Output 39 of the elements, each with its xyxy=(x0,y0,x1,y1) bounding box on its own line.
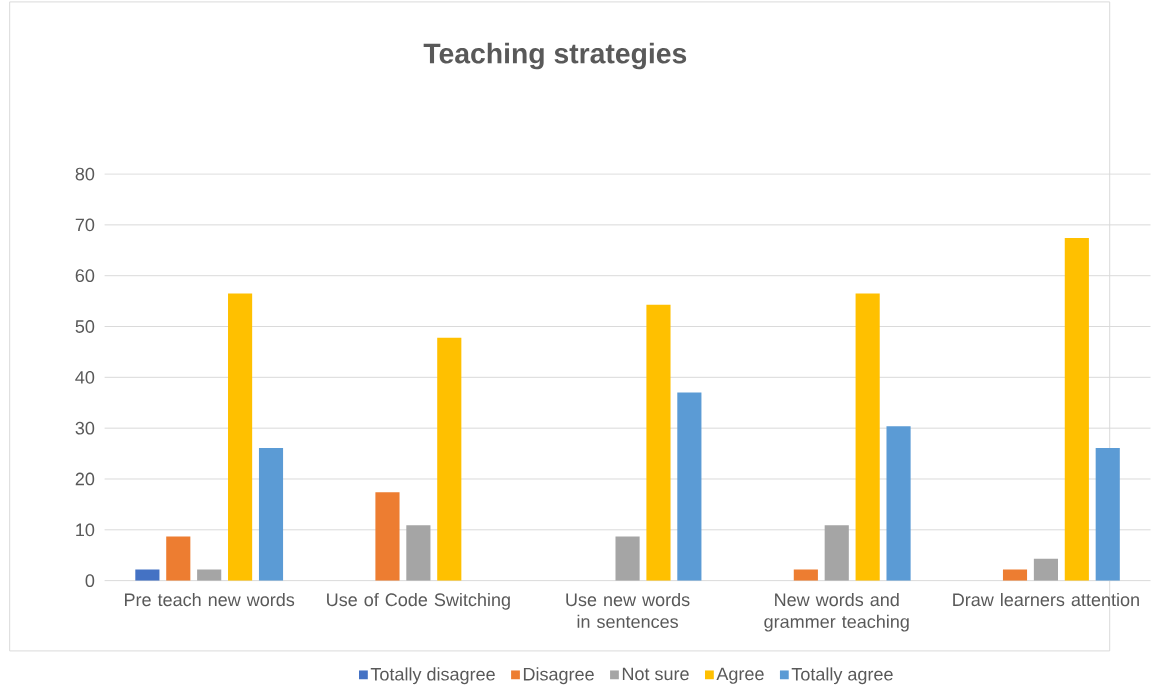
y-tick-label: 20 xyxy=(75,472,95,486)
bar xyxy=(406,525,431,581)
bar xyxy=(615,536,640,581)
bar xyxy=(375,492,400,581)
chart-title: Teaching strategies xyxy=(423,42,687,70)
bar xyxy=(1064,238,1089,581)
y-tick-label: 10 xyxy=(76,523,95,537)
bar xyxy=(824,525,849,581)
bar xyxy=(646,304,671,581)
legend-label: Disagree xyxy=(523,667,594,685)
legend-label: Totally agree xyxy=(791,667,893,685)
bar xyxy=(793,569,818,581)
bar xyxy=(135,569,160,581)
y-tick-label: 60 xyxy=(75,269,95,283)
x-tick-label: Pre teach new words xyxy=(124,593,295,607)
y-tick-label: 30 xyxy=(75,422,95,435)
x-tick-label: Use of Code Switching xyxy=(327,593,510,610)
x-tick-label: New words and grammer teaching xyxy=(764,593,909,632)
legend-label: Agree xyxy=(716,667,764,685)
bar xyxy=(1095,448,1120,581)
y-tick-label: 0 xyxy=(85,574,95,588)
bar xyxy=(166,536,191,581)
y-tick-label: 80 xyxy=(75,167,95,181)
bar xyxy=(228,293,253,581)
y-tick-label: 40 xyxy=(75,371,95,384)
bar xyxy=(886,426,911,581)
y-tick-label: 50 xyxy=(75,320,95,334)
bar xyxy=(437,337,462,581)
bar xyxy=(855,293,880,581)
x-tick-label: Draw learners attention xyxy=(953,593,1139,607)
bar xyxy=(258,448,284,581)
y-tick-label: 70 xyxy=(75,218,95,232)
bar xyxy=(1033,559,1058,581)
bar xyxy=(197,569,222,581)
legend-label: Not sure xyxy=(622,667,689,681)
x-tick-label: Use new words in sentences xyxy=(566,593,690,629)
bar xyxy=(1002,569,1028,581)
bar xyxy=(677,392,702,581)
legend-label: Totally disagree xyxy=(370,667,495,685)
